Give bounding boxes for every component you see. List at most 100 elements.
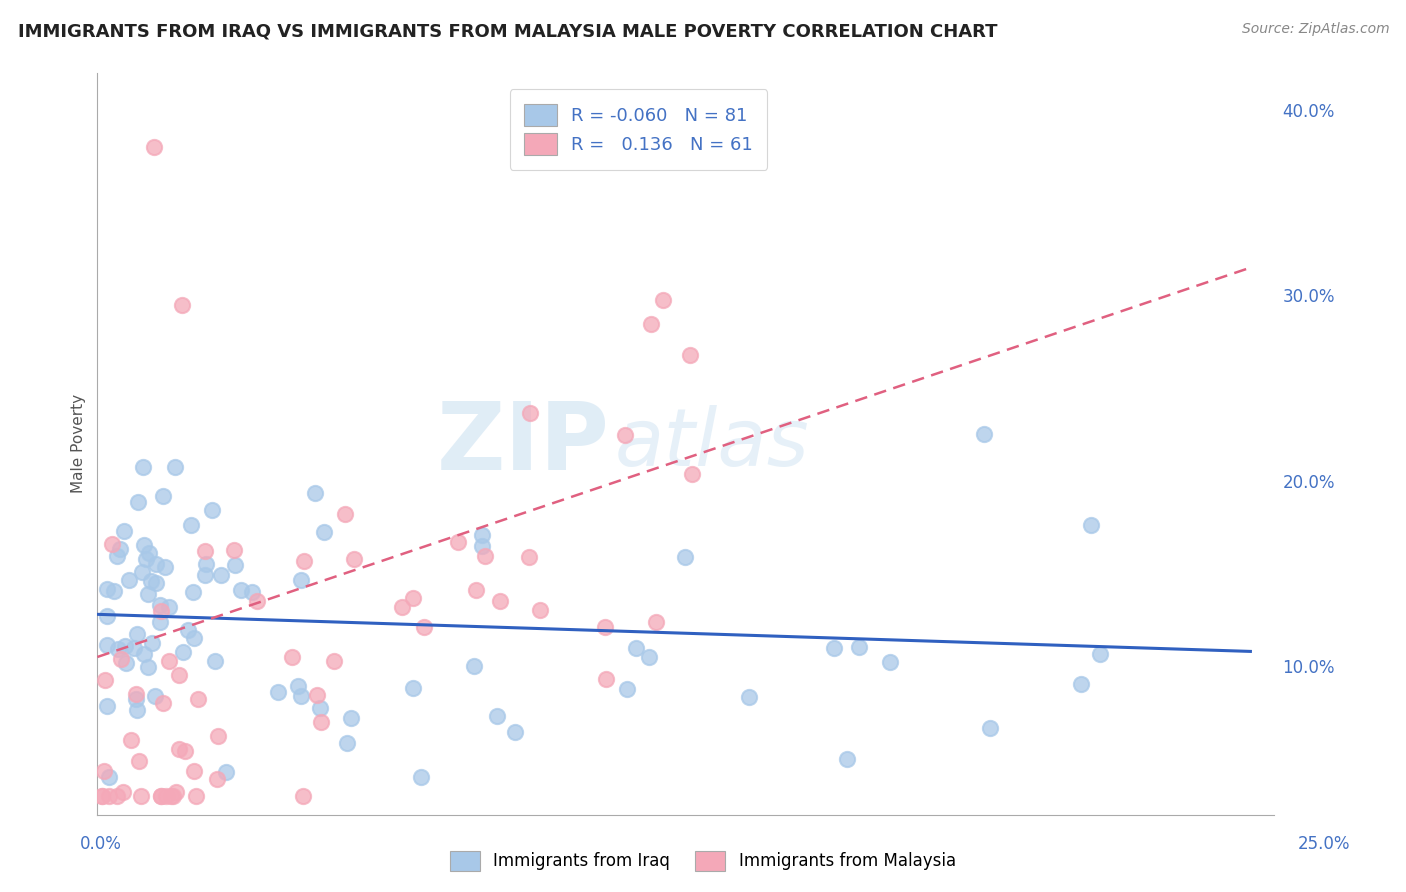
Point (637, 650, 659, 665)
Y-axis label: Male Poverty: Male Poverty (72, 394, 86, 493)
Point (848, 640, 870, 654)
Point (96, 609, 118, 624)
Point (222, 543, 245, 558)
Point (205, 772, 228, 786)
Point (129, 789, 152, 803)
Point (160, 789, 183, 803)
Point (122, 640, 145, 655)
Point (181, 585, 204, 599)
Point (240, 584, 263, 599)
Point (157, 599, 180, 614)
Point (673, 550, 696, 565)
Point (108, 541, 131, 556)
Point (149, 615, 172, 630)
Point (136, 587, 159, 601)
Point (169, 668, 191, 682)
Point (595, 619, 617, 633)
Point (112, 785, 135, 799)
Point (152, 489, 174, 503)
Point (152, 696, 174, 710)
Point (409, 771, 432, 785)
Point (342, 552, 364, 566)
Point (979, 721, 1001, 735)
Point (150, 603, 173, 617)
Point (474, 549, 496, 563)
Point (835, 752, 858, 766)
Point (194, 544, 217, 558)
Point (153, 560, 176, 574)
Point (402, 681, 425, 696)
Point (336, 736, 359, 750)
Point (155, 789, 177, 803)
Point (125, 627, 148, 641)
Point (101, 536, 124, 550)
Point (224, 558, 246, 572)
Point (91, 789, 114, 803)
Point (304, 486, 326, 500)
Point (391, 599, 413, 614)
Point (517, 549, 540, 564)
Point (167, 742, 190, 756)
Point (132, 460, 155, 475)
Point (616, 681, 638, 696)
Text: IMMIGRANTS FROM IRAQ VS IMMIGRANTS FROM MALAYSIA MALE POVERTY CORRELATION CHART: IMMIGRANTS FROM IRAQ VS IMMIGRANTS FROM … (18, 22, 998, 40)
Point (246, 594, 269, 608)
Point (135, 551, 157, 566)
Point (139, 574, 162, 588)
Point (485, 708, 508, 723)
Point (613, 428, 636, 442)
Point (187, 691, 209, 706)
Point (447, 534, 470, 549)
Point (165, 785, 187, 799)
Legend: R = -0.060   N = 81, R =   0.136   N = 61: R = -0.060 N = 81, R = 0.136 N = 61 (510, 89, 768, 169)
Point (97, 789, 120, 803)
Point (402, 591, 425, 606)
Point (209, 568, 232, 582)
Point (118, 573, 141, 587)
Point (1070, 676, 1092, 690)
Point (738, 690, 761, 705)
Point (465, 583, 488, 598)
Point (138, 659, 160, 673)
Text: 25.0%: 25.0% (1298, 835, 1351, 853)
Point (138, 546, 160, 560)
Point (91, 789, 114, 803)
Point (323, 654, 346, 668)
Point (149, 789, 172, 803)
Point (471, 539, 494, 553)
Point (141, 636, 163, 650)
Point (98, 771, 121, 785)
Point (529, 603, 551, 617)
Point (287, 679, 309, 693)
Point (305, 689, 328, 703)
Point (503, 725, 526, 739)
Point (1088, 647, 1111, 661)
Point (157, 654, 180, 668)
Point (125, 687, 148, 701)
Point (679, 348, 702, 362)
Legend: Immigrants from Iraq, Immigrants from Malaysia: Immigrants from Iraq, Immigrants from Ma… (441, 842, 965, 880)
Point (180, 517, 202, 532)
Point (681, 467, 703, 481)
Point (105, 789, 128, 803)
Point (640, 317, 662, 331)
Point (114, 640, 136, 654)
Point (624, 641, 647, 656)
Point (134, 647, 156, 661)
Text: 0.0%: 0.0% (80, 835, 122, 853)
Point (96, 582, 118, 596)
Point (651, 293, 673, 308)
Point (292, 554, 315, 568)
Point (142, 140, 165, 154)
Point (333, 508, 356, 522)
Point (93, 764, 115, 778)
Point (823, 640, 845, 655)
Point (103, 584, 125, 599)
Point (110, 652, 132, 666)
Point (309, 701, 332, 715)
Point (595, 672, 617, 686)
Point (1080, 518, 1102, 533)
Point (143, 690, 166, 704)
Text: Source: ZipAtlas.com: Source: ZipAtlas.com (1241, 22, 1389, 37)
Point (214, 765, 236, 780)
